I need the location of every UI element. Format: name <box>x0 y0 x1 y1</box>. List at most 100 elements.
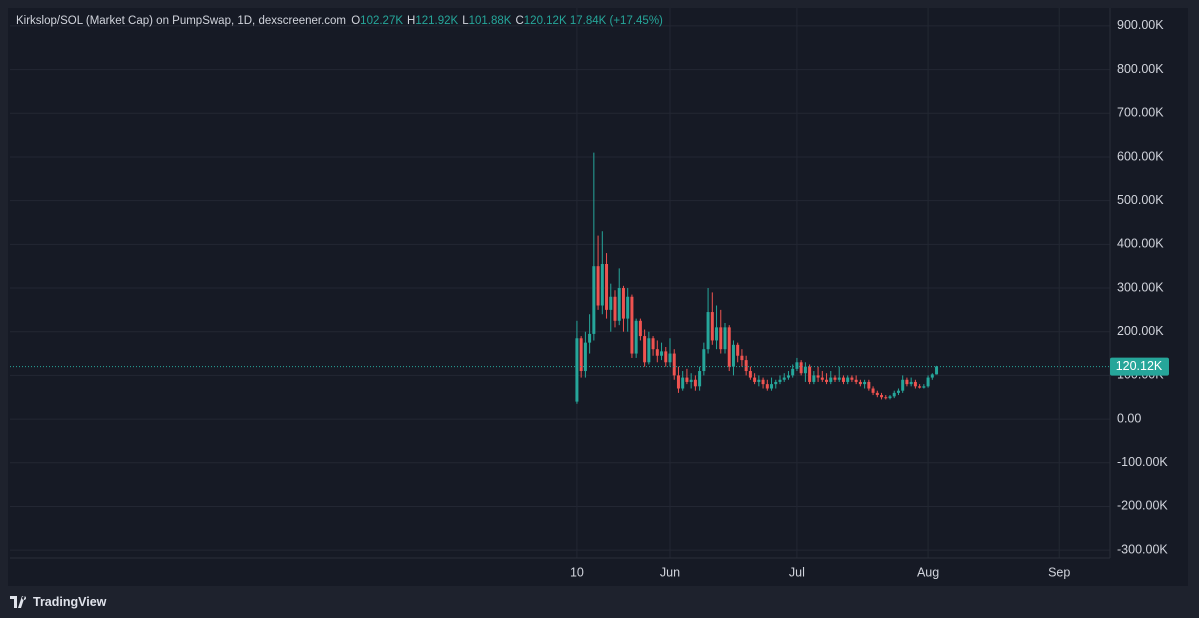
ohlc-key: L <box>462 15 469 27</box>
candle-body <box>676 375 680 389</box>
candle-body <box>863 381 867 385</box>
y-tick-label: 500.00K <box>1117 193 1164 207</box>
candle-body <box>795 362 799 369</box>
x-tick-label: Jul <box>789 565 805 579</box>
candle-body <box>596 266 600 306</box>
candle-body <box>698 371 702 387</box>
candle-body <box>668 353 672 363</box>
candle-body <box>799 362 803 374</box>
candle-body <box>757 379 761 382</box>
candle-body <box>744 360 748 372</box>
candle-body <box>837 377 841 380</box>
candle-body <box>786 375 790 378</box>
candle-body <box>651 338 655 350</box>
candle-body <box>901 379 905 391</box>
x-tick-label: Jun <box>660 565 680 579</box>
chart-header: Kirkslop/SOL (Market Cap) on PumpSwap, 1… <box>16 15 663 27</box>
y-tick-label: 400.00K <box>1117 237 1164 251</box>
candle-body <box>808 366 812 382</box>
y-tick-label: 300.00K <box>1117 280 1164 294</box>
ohlc-value: 121.92K <box>415 15 459 27</box>
candle-body <box>634 320 638 354</box>
x-tick-label: Aug <box>917 565 939 579</box>
y-tick-label: 600.00K <box>1117 149 1164 163</box>
candle-body <box>829 377 833 382</box>
candle-body <box>681 377 685 389</box>
candle-body <box>816 375 820 378</box>
candle-body <box>841 377 845 382</box>
ohlc-value: 101.88K <box>468 15 512 27</box>
candle-body <box>854 379 858 382</box>
candle-body <box>592 266 596 334</box>
candle-body <box>875 392 879 396</box>
candle-body <box>727 327 731 367</box>
candle-body <box>748 371 752 378</box>
chart-title: Kirkslop/SOL (Market Cap) on PumpSwap, 1… <box>16 15 347 27</box>
ohlc-key: C <box>515 15 524 27</box>
candle-body <box>583 342 587 372</box>
candle-body <box>647 338 651 363</box>
candle-body <box>913 381 917 387</box>
candle-body <box>588 333 592 343</box>
candle-body <box>693 379 697 387</box>
last-price-label: 120.12K <box>1116 359 1163 373</box>
y-tick-label: -100.00K <box>1117 455 1168 469</box>
candle-body <box>833 377 837 380</box>
candle-body <box>880 395 884 398</box>
candle-body <box>909 381 913 385</box>
candle-body <box>605 263 609 310</box>
candle-body <box>825 379 829 382</box>
x-tick-label: Sep <box>1048 565 1070 579</box>
candle-body <box>770 384 774 389</box>
y-tick-label: -200.00K <box>1117 499 1168 513</box>
candle-body <box>664 351 668 363</box>
candle-body <box>643 336 647 363</box>
candle-body <box>888 396 892 399</box>
candle-body <box>731 344 735 367</box>
ohlc-value: 102.27K <box>360 15 404 27</box>
ohlc-values: O102.27K H121.92K L101.88K C120.12K <box>349 15 566 27</box>
candle-body <box>660 351 664 356</box>
candle-body <box>609 296 613 310</box>
candle-body <box>600 263 604 306</box>
change-percent: (+17.45%) <box>609 15 663 27</box>
candle-body <box>689 379 693 382</box>
candle-body <box>926 377 930 387</box>
candle-body <box>892 392 896 397</box>
candle-body <box>685 377 689 382</box>
candle-body <box>706 312 710 350</box>
candle-body <box>782 377 786 380</box>
candle-body <box>774 381 778 385</box>
candle-body <box>613 296 617 321</box>
candle-body <box>846 377 850 382</box>
candle-body <box>715 327 719 341</box>
candle-body <box>655 349 659 356</box>
candle-body <box>858 381 862 385</box>
brand-logo <box>10 596 27 608</box>
change: 17.84K <box>569 15 607 27</box>
ohlc-value: 120.12K <box>523 15 567 27</box>
footer: TradingView <box>10 595 106 609</box>
y-tick-label: 200.00K <box>1117 324 1164 338</box>
candle-body <box>719 327 723 350</box>
candle-body <box>723 327 727 350</box>
candle-body <box>803 366 807 374</box>
brand: TradingView <box>33 595 107 609</box>
candle-body <box>702 349 706 372</box>
y-tick-label: 700.00K <box>1117 106 1164 120</box>
candle-body <box>867 381 871 389</box>
candle-body <box>626 296 630 319</box>
candle-body <box>638 320 642 337</box>
candle-body <box>871 388 875 393</box>
candle-body <box>740 355 744 361</box>
candle-body <box>896 390 900 393</box>
candle-body <box>905 379 909 385</box>
candle-body <box>621 288 625 319</box>
candle-body <box>918 386 922 388</box>
candle-body <box>761 379 765 385</box>
candle-body <box>765 384 769 389</box>
candle-body <box>736 344 740 356</box>
y-tick-label: 900.00K <box>1117 18 1164 32</box>
x-tick-label: 10 <box>570 565 584 579</box>
